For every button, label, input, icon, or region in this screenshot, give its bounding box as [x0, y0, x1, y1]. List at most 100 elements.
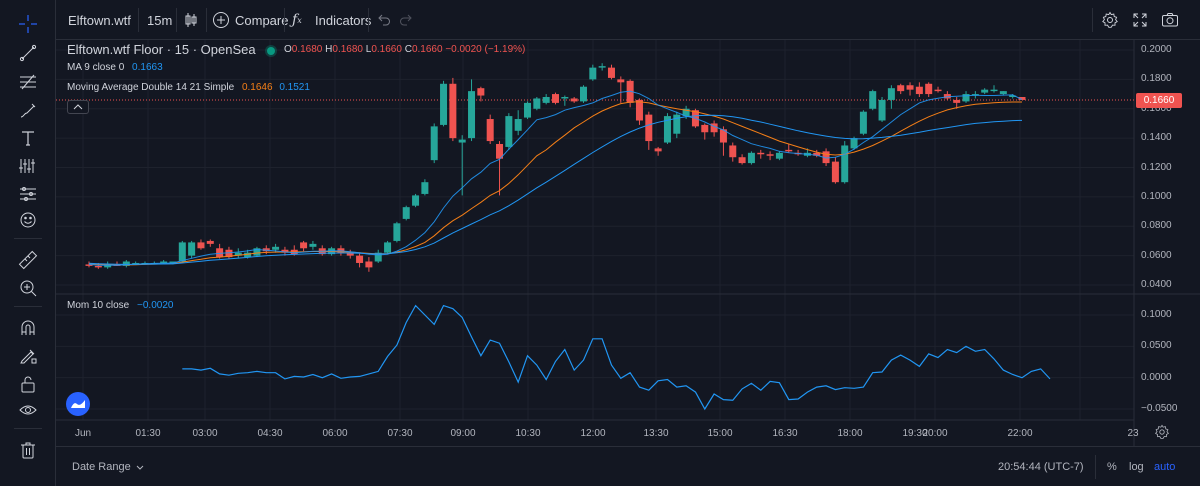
- percent-scale-toggle[interactable]: %: [1107, 447, 1117, 486]
- compare-button[interactable]: Compare: [212, 0, 288, 40]
- time-tick-label: 18:00: [837, 428, 863, 439]
- symbol-search-button[interactable]: Elftown.wtf: [68, 0, 131, 40]
- candle-body: [719, 129, 727, 143]
- candle-body: [822, 151, 830, 164]
- date-range-label: Date Range: [72, 461, 131, 473]
- candle-body: [981, 89, 989, 93]
- candle-body: [393, 223, 401, 241]
- ruler-measure-icon[interactable]: [16, 248, 40, 272]
- auto-scale-toggle[interactable]: auto: [1154, 447, 1175, 486]
- candle-body: [468, 91, 476, 139]
- candle-body: [831, 161, 839, 183]
- clock-timezone-button[interactable]: 20:54:44 (UTC-7): [998, 447, 1084, 486]
- candle-body: [440, 83, 448, 125]
- trend-line-icon[interactable]: [16, 41, 40, 65]
- chevron-down-icon: [136, 465, 144, 470]
- log-label: log: [1129, 461, 1144, 473]
- candle-body: [850, 138, 858, 149]
- auto-label: auto: [1154, 461, 1176, 473]
- candle-body: [552, 94, 559, 103]
- candle-body: [356, 255, 364, 263]
- crosshair-icon[interactable]: [16, 12, 40, 36]
- text-tool-icon[interactable]: [16, 126, 40, 150]
- candle-body: [747, 152, 755, 164]
- time-tick-label: 19:30: [902, 428, 928, 439]
- price-chart[interactable]: [56, 40, 1200, 446]
- time-tick-label: 13:30: [643, 428, 669, 439]
- candle-body: [570, 98, 578, 102]
- log-scale-toggle[interactable]: log: [1129, 447, 1144, 486]
- candle-body: [710, 123, 718, 133]
- moving-average-21-line: [88, 114, 1023, 265]
- time-tick-label: 20:00: [922, 428, 948, 439]
- last-price-tag: 0.1660: [1136, 93, 1182, 108]
- market-status-dot-icon: [267, 46, 276, 55]
- toolbar-divider: [14, 306, 42, 307]
- ohlc-values: O0.1680 H0.1680 L0.1660 C0.1660 −0.0020 …: [284, 44, 525, 55]
- ma-legend-value: 0.1663: [132, 62, 163, 73]
- ma-legend[interactable]: MA 9 close 0 0.1663: [67, 62, 163, 73]
- candle-body: [813, 152, 821, 156]
- candle-body: [645, 114, 653, 142]
- candle-body: [757, 152, 765, 155]
- candle-body: [925, 83, 933, 95]
- momentum-tick-label: 0.0000: [1141, 371, 1172, 383]
- plus-circle-icon: [212, 11, 230, 29]
- candle-body: [225, 249, 233, 258]
- undo-icon[interactable]: [372, 8, 396, 32]
- time-tick-label: 03:00: [192, 428, 218, 439]
- collapse-legend-button[interactable]: [67, 100, 89, 114]
- candle-body: [104, 264, 112, 268]
- magnet-icon[interactable]: [16, 316, 40, 340]
- candle-body: [887, 88, 895, 100]
- candle-body: [869, 91, 877, 109]
- change-value: −0.0020 (−1.19%): [445, 44, 526, 55]
- time-tick-label: 23: [1127, 428, 1139, 439]
- candle-body: [701, 124, 709, 133]
- redo-icon[interactable]: [394, 8, 418, 32]
- eye-visibility-icon[interactable]: [16, 398, 40, 422]
- time-tick-label: 12:00: [580, 428, 606, 439]
- time-tick-label: 15:00: [707, 428, 733, 439]
- fullscreen-icon[interactable]: [1128, 8, 1152, 32]
- candle-body: [197, 242, 205, 249]
- toolbar-divider: [176, 8, 177, 32]
- zoom-in-icon[interactable]: [16, 276, 40, 300]
- settings-gear-icon[interactable]: [1098, 8, 1122, 32]
- candle-body: [178, 242, 186, 262]
- candles-chart-type-icon[interactable]: [179, 8, 203, 32]
- tradingview-logo-icon[interactable]: [66, 392, 90, 416]
- momentum-legend[interactable]: Mom 10 close −0.0020: [67, 300, 173, 311]
- forecast-tool-icon[interactable]: [16, 182, 40, 206]
- brush-icon[interactable]: [16, 99, 40, 123]
- candle-body: [897, 85, 905, 92]
- emoji-icon[interactable]: [16, 208, 40, 232]
- toolbar-divider: [14, 238, 42, 239]
- chevron-up-icon: [73, 104, 83, 110]
- momentum-legend-label: Mom 10 close: [67, 300, 130, 311]
- date-range-button[interactable]: Date Range: [72, 447, 144, 486]
- time-tick-label: Jun: [74, 428, 92, 439]
- price-tick-label: 0.1800: [1141, 73, 1172, 85]
- candle-body: [607, 67, 615, 78]
- axis-settings-gear-icon[interactable]: [1154, 424, 1170, 440]
- fib-retracement-icon[interactable]: [16, 70, 40, 94]
- open-value: 0.1680: [291, 44, 323, 55]
- price-tick-label: 0.2000: [1141, 44, 1172, 55]
- interval-button[interactable]: 15m: [147, 0, 172, 40]
- trash-icon[interactable]: [16, 438, 40, 462]
- candle-body: [766, 154, 774, 156]
- candle-body: [346, 252, 354, 256]
- candle-body: [421, 182, 429, 194]
- ma-double-legend[interactable]: Moving Average Double 14 21 Simple 0.164…: [67, 82, 310, 93]
- candle-body: [738, 157, 746, 164]
- time-tick-label: 07:30: [387, 428, 413, 439]
- camera-snapshot-icon[interactable]: [1158, 8, 1182, 32]
- lock-icon[interactable]: [16, 372, 40, 396]
- compare-label: Compare: [235, 12, 289, 28]
- pattern-tool-icon[interactable]: [16, 154, 40, 178]
- low-value: 0.1660: [371, 44, 402, 55]
- stay-in-drawing-mode-icon[interactable]: [16, 344, 40, 368]
- candle-body: [999, 91, 1007, 95]
